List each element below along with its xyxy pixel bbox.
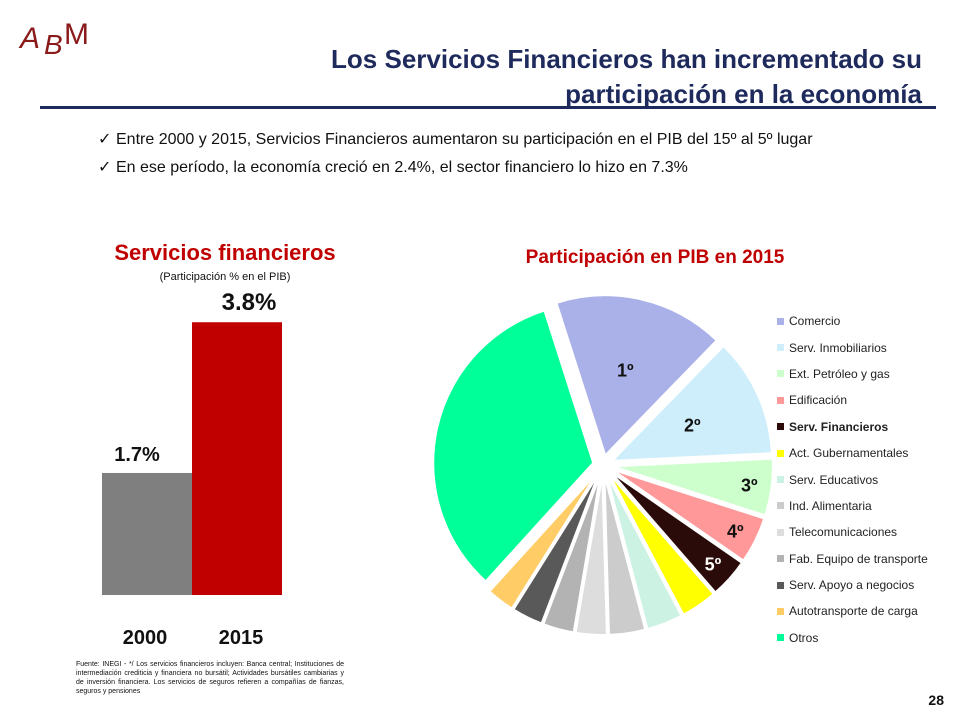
abm-logo: A B M [18, 10, 98, 60]
page-title-line-2: participación en la economía [565, 79, 922, 109]
pie-chart-title: Participación en PIB en 2015 [525, 247, 785, 268]
logo-letter-b: B [44, 29, 63, 60]
legend-label: Fab. Equipo de transporte [789, 551, 928, 566]
bullet-item: ✓ Entre 2000 y 2015, Servicios Financiero… [98, 128, 813, 156]
legend-swatch [777, 423, 784, 431]
page-title-line-1: Los Servicios Financieros han incrementa… [331, 44, 922, 74]
legend-swatch [777, 370, 784, 378]
check-icon: ✓ [98, 131, 112, 148]
legend-label: Act. Gubernamentales [789, 446, 909, 461]
page-title: Los Servicios Financieros han incrementa… [162, 42, 922, 112]
legend-swatch [777, 528, 784, 536]
title-divider [40, 106, 936, 109]
bar-chart-title: Servicios financieros [114, 240, 336, 265]
legend-label: Serv. Educativos [789, 472, 879, 487]
legend-item: Comercio [777, 308, 928, 334]
legend-item: Serv. Inmobiliarios [777, 334, 928, 360]
bar-chart-subtitle: (Participación % en el PIB) [159, 271, 291, 283]
page-number: 28 [928, 692, 944, 708]
legend-swatch [777, 476, 784, 484]
bar-2000 [102, 472, 192, 595]
legend-item: Serv. Educativos [777, 466, 928, 492]
logo-letter-m: M [64, 18, 89, 51]
bullet-item: ✓ En ese período, la economía creció en 2… [98, 156, 813, 184]
legend-swatch [777, 607, 784, 615]
legend-item: Telecomunicaciones [777, 519, 928, 545]
source-footnote: Fuente: INEGI - */ Los servicios financi… [76, 661, 344, 695]
legend-item: Serv. Apoyo a negocios [777, 572, 928, 598]
logo-mark: A B M [18, 18, 89, 60]
legend-label: Edificación [789, 393, 848, 408]
bar-2015 [192, 322, 282, 595]
legend-item: Ext. Petróleo y gas [777, 361, 928, 387]
legend-item: Fab. Equipo de transporte [777, 546, 928, 572]
bar-data-label: 1.7% [114, 444, 160, 466]
legend-swatch [777, 317, 784, 325]
bullet-text: Entre 2000 y 2015, Servicios Financieros… [116, 131, 813, 148]
legend-item: Act. Gubernamentales [777, 440, 928, 466]
legend-item: Autotransporte de carga [777, 598, 928, 624]
check-icon: ✓ [98, 159, 112, 176]
legend-swatch [777, 449, 784, 457]
legend-label: Otros [789, 630, 819, 645]
legend-item: Otros [777, 625, 928, 651]
legend-label: Serv. Inmobiliarios [789, 340, 887, 355]
legend-swatch [777, 502, 784, 510]
legend-label: Telecomunicaciones [789, 525, 898, 540]
legend-label: Ext. Petróleo y gas [789, 366, 890, 381]
legend-label: Autotransporte de carga [789, 604, 918, 619]
bar-data-label: 3.8% [222, 289, 277, 316]
legend-label: Serv. Apoyo a negocios [789, 578, 915, 593]
logo-letter-a: A [18, 22, 40, 55]
legend-label: Serv. Financieros [789, 419, 889, 434]
pie-legend: Comercio Serv. Inmobiliarios Ext. Petróleo… [777, 308, 928, 651]
bullet-text: En ese período, la economía creció en 2.… [116, 159, 688, 176]
bar-category-label: 2000 [123, 627, 168, 649]
bar-category-label: 2015 [219, 627, 264, 649]
legend-swatch [777, 344, 784, 352]
legend-item: Ind. Alimentaria [777, 493, 928, 519]
legend-label: Ind. Alimentaria [789, 498, 872, 513]
legend-item: Serv. Financieros [777, 414, 928, 440]
legend-swatch [777, 581, 784, 589]
legend-item: Edificación [777, 387, 928, 413]
legend-swatch [777, 396, 784, 404]
bullet-list: ✓ Entre 2000 y 2015, Servicios Financiero… [98, 128, 813, 184]
legend-label: Comercio [789, 314, 841, 329]
legend-swatch [777, 634, 784, 642]
legend-swatch [777, 555, 784, 563]
